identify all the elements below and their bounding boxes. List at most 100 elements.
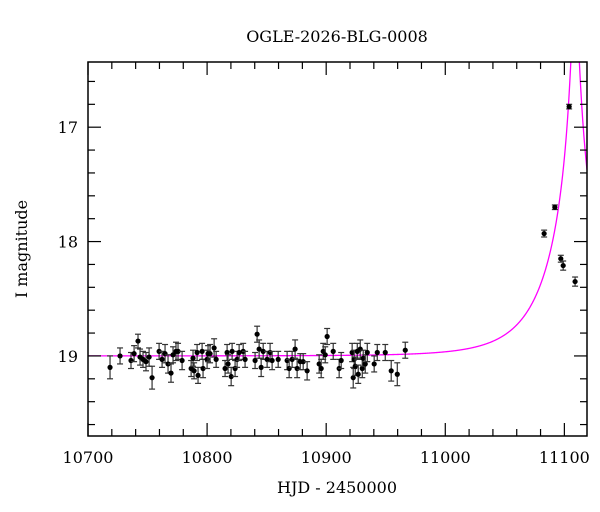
point-marker <box>260 348 266 354</box>
data-point <box>338 351 345 370</box>
x-tick-label: 11100 <box>539 448 590 467</box>
point-marker <box>382 349 388 356</box>
y-axis-label: I magnitude <box>12 200 31 298</box>
point-marker <box>213 356 219 362</box>
point-marker <box>211 345 217 351</box>
point-marker <box>258 364 264 370</box>
chart-title: OGLE-2026-BLG-0008 <box>246 27 428 46</box>
point-marker <box>338 357 344 364</box>
data-point <box>388 359 395 382</box>
point-marker <box>349 349 355 356</box>
data-point <box>566 103 573 110</box>
point-marker <box>168 370 174 376</box>
point-marker <box>159 356 165 362</box>
point-marker <box>360 355 366 361</box>
point-marker <box>135 338 141 344</box>
data-point <box>229 342 236 360</box>
point-marker <box>170 352 176 358</box>
point-marker <box>143 359 149 365</box>
data-point <box>269 350 276 371</box>
data-point <box>359 358 366 379</box>
data-point <box>117 347 124 365</box>
point-marker <box>128 357 134 364</box>
point-marker <box>364 349 370 356</box>
data-point <box>149 365 156 390</box>
data-point <box>142 351 149 372</box>
y-tick-label: 19 <box>58 347 78 366</box>
point-marker <box>560 262 566 269</box>
data-point <box>322 346 329 364</box>
point-marker <box>228 373 234 380</box>
data-point <box>168 363 175 383</box>
point-marker <box>322 352 328 358</box>
point-marker <box>236 349 242 356</box>
point-marker <box>149 375 155 381</box>
point-marker <box>362 361 368 367</box>
data-point <box>236 343 243 362</box>
point-marker <box>324 333 330 340</box>
data-point <box>127 351 134 370</box>
data-point <box>402 341 409 359</box>
data-point <box>364 342 371 363</box>
point-marker <box>190 355 196 361</box>
data-point <box>140 350 147 368</box>
x-tick-label: 10800 <box>182 448 233 467</box>
point-marker <box>256 346 262 352</box>
point-marker <box>146 354 152 360</box>
point-marker <box>242 356 248 362</box>
data-point <box>225 354 232 374</box>
data-point <box>292 339 299 359</box>
data-point <box>207 343 214 364</box>
data-point <box>191 362 198 380</box>
point-marker <box>175 348 181 354</box>
point-marker <box>352 363 358 369</box>
data-point <box>572 276 579 287</box>
point-marker <box>371 361 377 367</box>
point-marker <box>252 357 258 364</box>
point-marker <box>222 365 228 372</box>
data-point <box>541 229 548 238</box>
point-marker <box>359 365 365 372</box>
point-marker <box>289 356 295 362</box>
model-curve <box>88 62 587 357</box>
point-marker <box>572 278 578 285</box>
point-marker <box>355 371 361 377</box>
point-marker <box>357 346 363 352</box>
data-point <box>175 342 182 360</box>
point-marker <box>224 349 230 356</box>
x-tick-label: 10700 <box>63 448 114 467</box>
data-point <box>190 349 197 367</box>
point-marker <box>200 365 206 372</box>
data-point <box>224 343 231 362</box>
point-marker <box>229 348 235 354</box>
point-marker <box>107 364 113 370</box>
x-axis-label: HJD - 2450000 <box>277 478 397 497</box>
point-marker <box>552 204 558 210</box>
point-marker <box>294 365 300 372</box>
data-point <box>195 366 202 384</box>
data-point <box>275 350 282 368</box>
data-point <box>135 333 142 349</box>
data-point <box>213 350 220 368</box>
point-marker <box>566 104 572 110</box>
plot-frame <box>87 61 588 437</box>
point-marker <box>402 347 408 353</box>
point-marker <box>199 348 205 354</box>
point-marker <box>269 357 275 364</box>
data-point <box>252 351 259 370</box>
point-marker <box>304 368 310 374</box>
data-point <box>371 355 378 373</box>
point-marker <box>330 348 336 354</box>
point-marker <box>131 351 137 357</box>
data-point <box>355 364 362 384</box>
point-marker <box>374 349 380 356</box>
point-marker <box>264 356 270 362</box>
y-tick-label: 17 <box>58 118 78 137</box>
data-point <box>131 345 138 363</box>
point-marker <box>275 356 281 362</box>
data-point <box>199 342 206 360</box>
point-marker <box>191 368 197 374</box>
point-marker <box>394 371 400 377</box>
point-marker <box>254 331 260 337</box>
